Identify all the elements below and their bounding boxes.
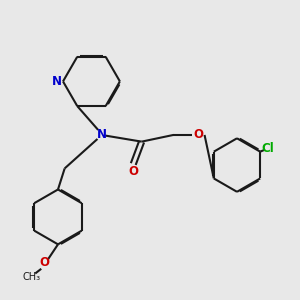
Text: N: N bbox=[52, 75, 62, 88]
Text: CH₃: CH₃ bbox=[23, 272, 41, 282]
Text: O: O bbox=[40, 256, 50, 269]
Text: Cl: Cl bbox=[261, 142, 274, 155]
Text: N: N bbox=[97, 128, 106, 141]
Text: O: O bbox=[194, 128, 203, 141]
Text: O: O bbox=[128, 165, 138, 178]
